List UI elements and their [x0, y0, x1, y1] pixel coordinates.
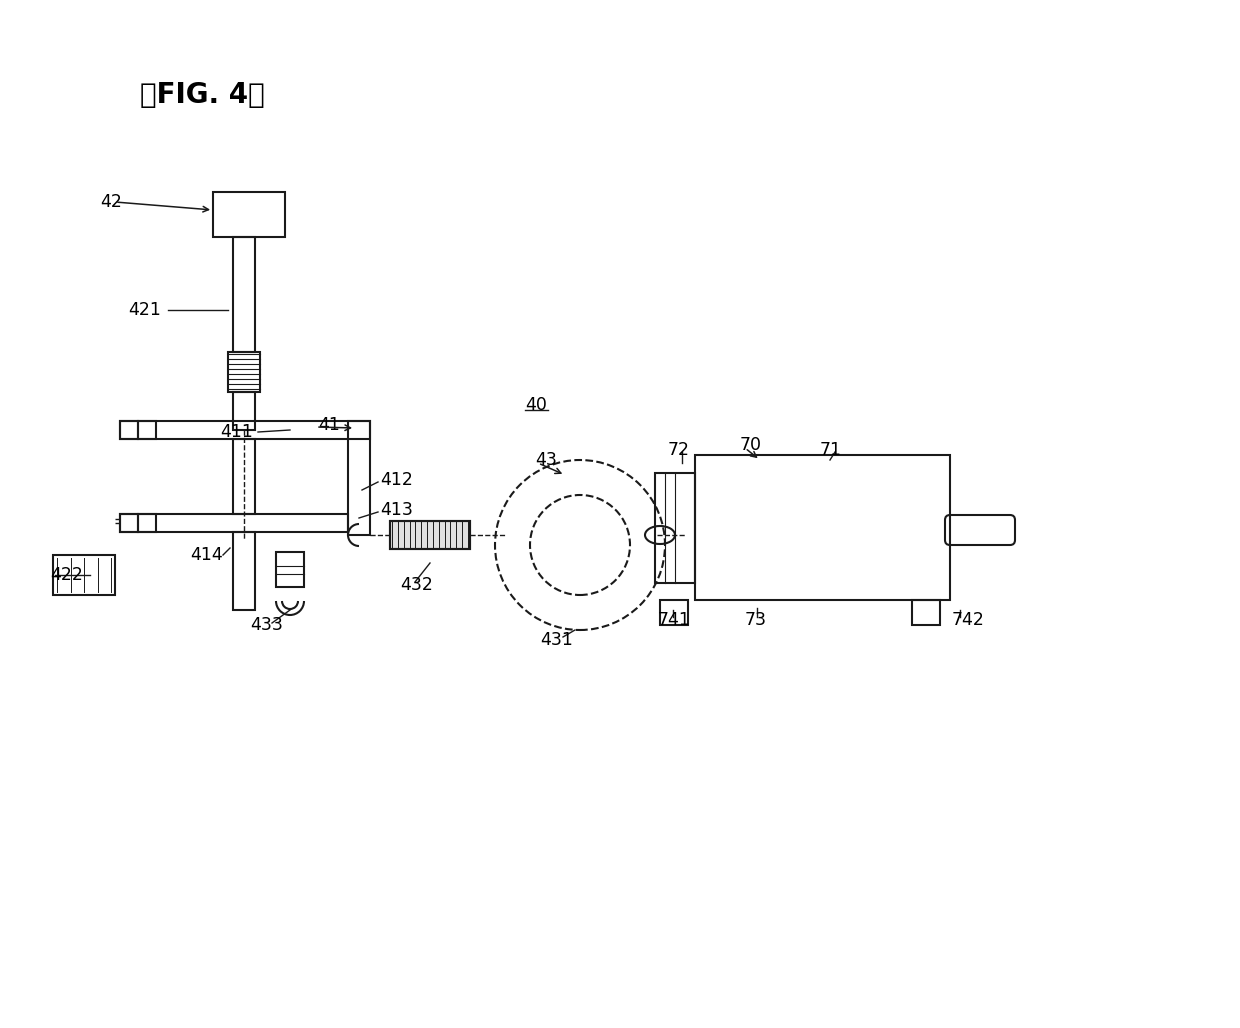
Bar [233, 439, 255, 514]
Bar [233, 533, 255, 610]
Bar [53, 555, 115, 595]
Text: 742: 742 [952, 611, 985, 629]
Bar [391, 521, 470, 549]
Bar [348, 421, 370, 535]
Bar [120, 514, 348, 533]
Bar [911, 600, 940, 625]
Text: 422: 422 [50, 566, 83, 584]
Bar [655, 473, 694, 583]
Text: 413: 413 [379, 501, 413, 519]
Text: 43: 43 [534, 451, 557, 469]
Text: 40: 40 [525, 396, 547, 414]
Text: 414: 414 [190, 546, 223, 564]
Bar [120, 421, 138, 439]
Text: 411: 411 [219, 423, 253, 441]
Text: 【FIG. 4】: 【FIG. 4】 [140, 81, 265, 109]
Bar [120, 421, 370, 439]
Text: 71: 71 [820, 441, 842, 458]
Text: 72: 72 [668, 441, 689, 458]
Bar [228, 352, 260, 392]
Text: 741: 741 [658, 611, 691, 629]
Text: 431: 431 [539, 631, 573, 649]
Text: 41: 41 [317, 416, 340, 434]
Bar [277, 552, 304, 587]
Bar [138, 421, 156, 439]
Text: 42: 42 [100, 193, 122, 211]
Bar [138, 514, 156, 533]
Text: 421: 421 [128, 301, 161, 319]
Bar [694, 455, 950, 600]
Bar [391, 521, 470, 549]
Bar [213, 192, 285, 237]
Bar [120, 514, 138, 533]
Text: 73: 73 [745, 611, 768, 629]
Bar [660, 600, 688, 625]
Text: 432: 432 [401, 576, 433, 594]
Text: 412: 412 [379, 471, 413, 489]
Bar [233, 392, 255, 430]
Bar [233, 237, 255, 352]
Text: 70: 70 [740, 436, 763, 454]
Text: 433: 433 [250, 616, 283, 634]
